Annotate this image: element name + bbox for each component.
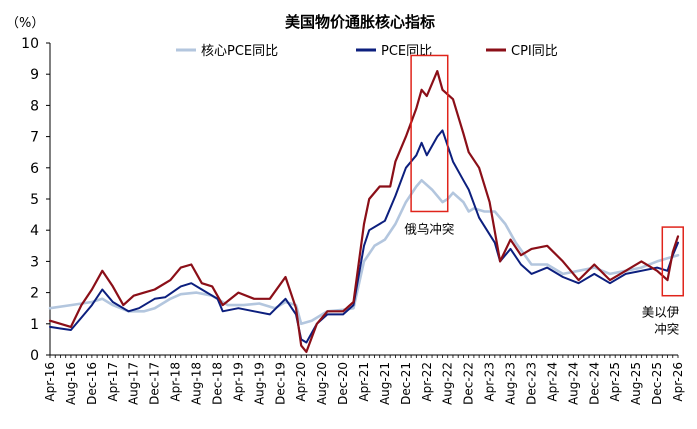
x-tick-label: Apr-26	[671, 362, 685, 402]
legend-label: CPI同比	[511, 44, 558, 59]
x-tick-label: Apr-20	[294, 362, 308, 402]
x-tick-label: Aug-21	[378, 362, 392, 405]
x-tick-label: Aug-19	[252, 362, 266, 405]
y-tick-label: 0	[30, 348, 39, 364]
legend-label: PCE同比	[381, 44, 432, 59]
x-tick-label: Dec-19	[273, 362, 287, 405]
x-tick-label: Aug-17	[127, 362, 141, 405]
y-tick-label: 9	[30, 67, 39, 83]
x-tick-label: Apr-23	[483, 362, 497, 402]
annotation-label: 美以伊	[642, 305, 680, 320]
x-tick-label: Apr-17	[106, 362, 120, 402]
x-tick-label: Dec-16	[85, 362, 99, 405]
series-line-3	[48, 70, 680, 353]
series-layer	[48, 70, 680, 353]
x-tick-label: Aug-18	[190, 362, 204, 405]
y-axis-label: （%）	[6, 16, 44, 31]
annotation-label: 俄乌冲突	[404, 221, 454, 236]
y-tick-label: 7	[30, 130, 39, 146]
x-tick-label: Dec-17	[148, 362, 162, 405]
x-tick-label: Apr-21	[357, 362, 371, 402]
x-tick-label: Apr-19	[231, 362, 245, 402]
x-tick-label: Aug-16	[64, 362, 78, 405]
series-line-1	[48, 179, 680, 326]
y-tick-label: 4	[30, 223, 39, 239]
x-tick-label: Dec-25	[650, 362, 664, 405]
x-tick-label: Aug-24	[566, 362, 580, 405]
x-tick-label: Dec-24	[587, 362, 601, 405]
x-axis: Apr-16 Aug-16 Dec-16 Apr-17 Aug-17 Dec-17 Apr-…	[43, 354, 685, 405]
y-tick-label: 5	[30, 192, 39, 208]
annotation-box	[661, 226, 684, 297]
x-tick-label: Dec-18	[210, 362, 224, 405]
y-tick-label: 10	[21, 36, 39, 52]
series-line-2	[49, 129, 679, 344]
legend-label: 核心PCE同比	[201, 44, 278, 59]
x-tick-label: Apr-18	[169, 362, 183, 402]
x-tick-label: Aug-20	[315, 362, 329, 405]
x-tick-label: Dec-23	[524, 362, 538, 405]
y-axis: 0 1 2 3 4 5 6 7 8 9 10	[21, 36, 51, 364]
x-tick-label: Dec-20	[336, 362, 350, 405]
x-tick-label: Aug-25	[629, 362, 643, 405]
x-tick-label: Apr-16	[43, 362, 57, 402]
x-tick-label: Dec-22	[462, 362, 476, 405]
chart-title: 美国物价通胀核心指标	[285, 13, 435, 31]
y-tick-label: 3	[30, 254, 39, 270]
y-tick-label: 1	[30, 317, 39, 333]
y-tick-label: 6	[30, 161, 39, 177]
legend: 核心PCE同比 PCE同比 CPI同比	[176, 44, 558, 59]
y-tick-label: 2	[30, 286, 39, 302]
x-tick-label: Apr-22	[420, 362, 434, 402]
x-tick-label: Apr-24	[545, 362, 559, 402]
x-tick-label: Aug-22	[441, 362, 455, 405]
x-tick-label: Apr-25	[608, 362, 622, 402]
x-tick-label: Dec-21	[399, 362, 413, 405]
annotation-label: 冲突	[654, 322, 679, 337]
annotation-box	[410, 54, 449, 213]
x-tick-label: Aug-23	[504, 362, 518, 405]
y-tick-label: 8	[30, 98, 39, 114]
